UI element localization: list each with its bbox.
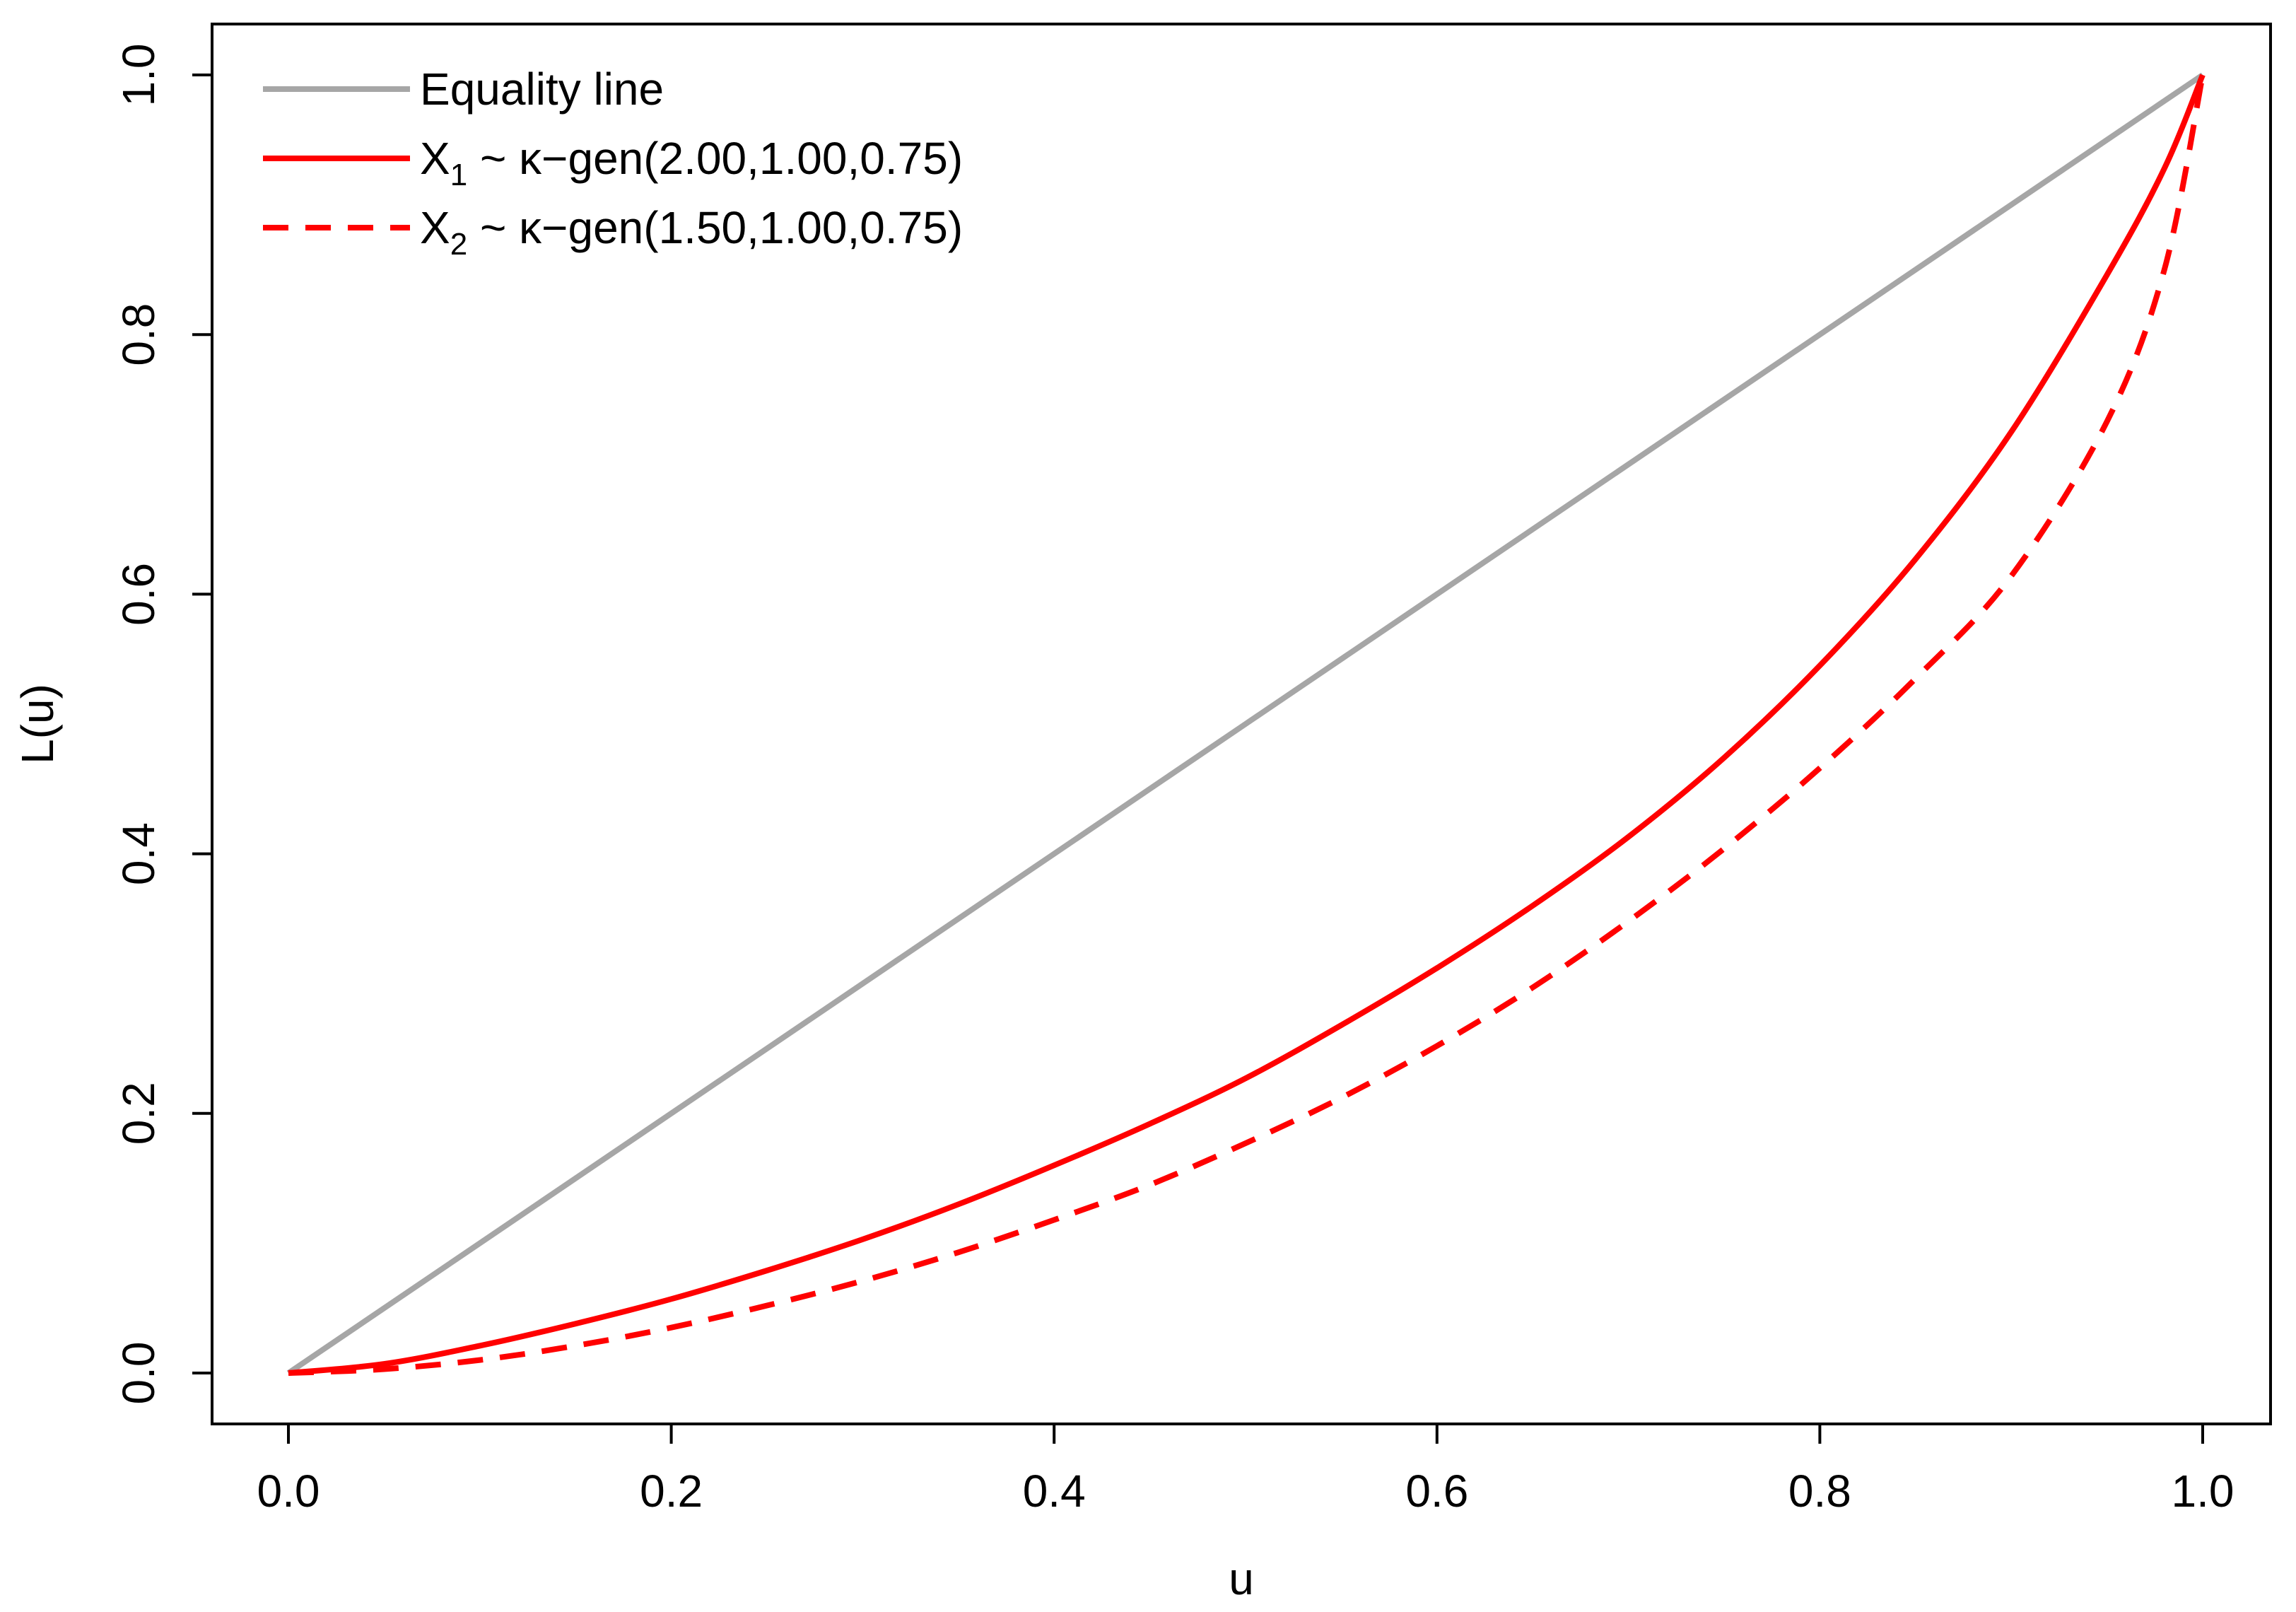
x-tick-label: 0.2 <box>640 1466 703 1517</box>
x-tick-label: 0.4 <box>1023 1466 1086 1517</box>
legend-label-main: X <box>420 202 450 253</box>
equality-line <box>286 72 2205 1376</box>
legend-label: X1 ~ κ−gen(2.00,1.00,0.75) <box>420 133 963 192</box>
y-axis-title: L(u) <box>12 684 63 764</box>
x-tick-label: 1.0 <box>2172 1466 2234 1517</box>
y-tick-label: 1.0 <box>113 44 164 107</box>
legend-label-rest: ~ κ−gen(1.50,1.00,0.75) <box>467 202 963 253</box>
series-layer <box>286 72 2206 1376</box>
x-axis: 0.0 0.2 0.4 0.6 0.8 1.0 <box>257 1423 2234 1517</box>
series-x1-curve <box>288 74 2206 1376</box>
series-x2-curve <box>288 74 2206 1376</box>
y-axis: 0.0 0.2 0.4 0.6 0.8 1.0 <box>113 44 213 1405</box>
x-tick-label: 0.0 <box>257 1466 320 1517</box>
legend-label: Equality line <box>420 64 664 115</box>
y-tick-label: 0.2 <box>113 1082 164 1145</box>
y-tick-label: 0.4 <box>113 822 164 885</box>
legend-label-subscript: 1 <box>450 158 467 192</box>
legend-label-main: X <box>420 133 450 184</box>
legend-label-main: Equality line <box>420 64 664 115</box>
y-tick-label: 0.0 <box>113 1342 164 1405</box>
legend-label: X2 ~ κ−gen(1.50,1.00,0.75) <box>420 202 963 262</box>
x-tick-label: 0.6 <box>1405 1466 1468 1517</box>
legend-label-rest: ~ κ−gen(2.00,1.00,0.75) <box>467 133 963 184</box>
y-tick-label: 0.6 <box>113 563 164 626</box>
y-tick-label: 0.8 <box>113 303 164 366</box>
x-axis-title: u <box>1229 1553 1254 1604</box>
x-tick-label: 0.8 <box>1788 1466 1851 1517</box>
legend-label-subscript: 2 <box>450 227 467 262</box>
